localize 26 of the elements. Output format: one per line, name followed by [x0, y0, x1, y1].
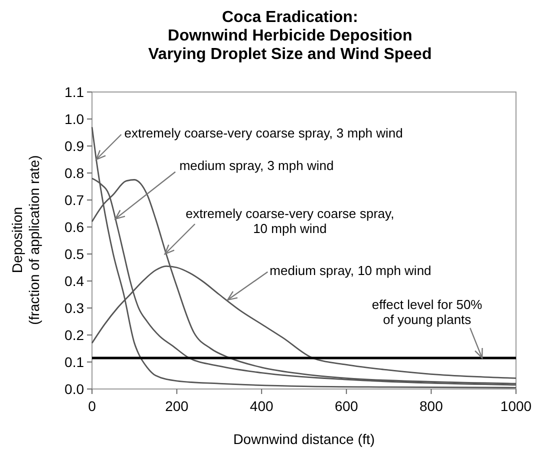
y-tick-label: 0.7	[64, 192, 84, 208]
y-tick-label: 1.1	[64, 84, 84, 100]
y-tick-label: 0.4	[64, 273, 84, 289]
x-tick-label: 400	[250, 398, 274, 414]
y-tick-label: 0.1	[64, 354, 84, 370]
x-tick-label: 1000	[500, 398, 532, 414]
y-tick-label: 0.5	[64, 246, 84, 262]
y-tick-label: 0.2	[64, 327, 84, 343]
x-tick-label: 200	[165, 398, 189, 414]
x-tick-label: 0	[88, 398, 96, 414]
y-tick-label: 0.8	[64, 165, 84, 181]
x-axis-title: Downwind distance (ft)	[233, 431, 375, 447]
y-axis-title: Deposition (fraction of application rate)	[9, 155, 42, 325]
annotation: medium spray, 10 mph wind	[270, 262, 432, 278]
y-tick-label: 0.6	[64, 219, 84, 235]
x-tick-label: 600	[334, 398, 358, 414]
y-tick-label: 0.0	[64, 381, 84, 397]
x-tick-label: 800	[420, 398, 444, 414]
chart-title: Coca Eradication: Downwind Herbicide Deposition Varying Droplet Size and Wind Speed	[148, 9, 432, 63]
annotation: extremely coarse-very coarse spray, 3 mph wind	[124, 126, 403, 140]
ref-line-label: effect level for 50% of young plants	[372, 296, 483, 327]
y-tick-label: 1.0	[64, 111, 84, 127]
y-tick-label: 0.9	[64, 138, 84, 154]
y-tick-label: 0.3	[64, 300, 84, 316]
annotation: medium spray, 3 mph wind	[179, 158, 334, 173]
annotation: extremely coarse-very coarse spray, 10 mph wind	[186, 206, 394, 236]
